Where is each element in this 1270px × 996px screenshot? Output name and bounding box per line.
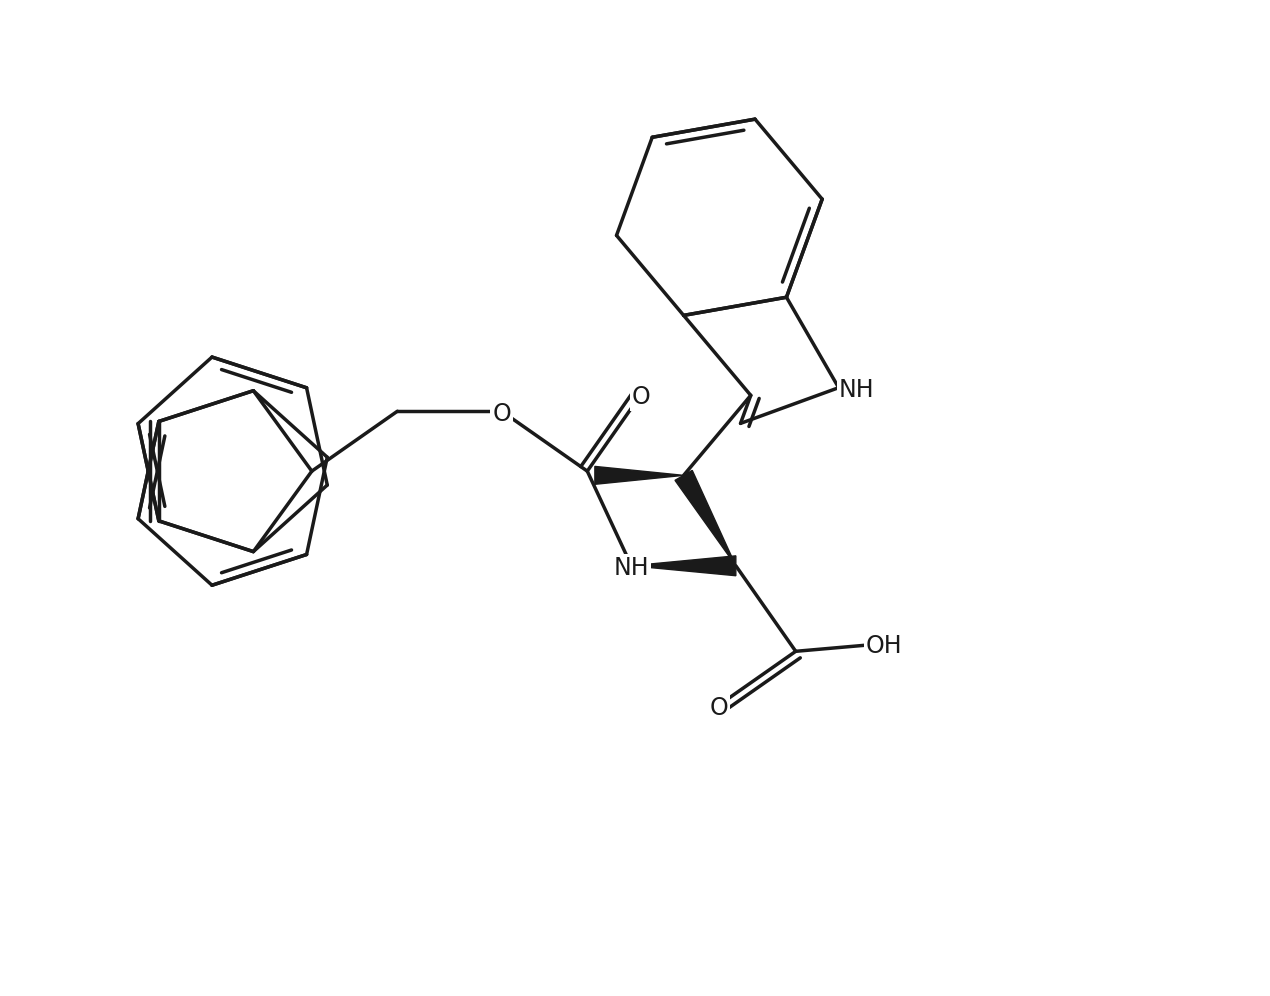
Text: O: O xyxy=(631,384,650,408)
Polygon shape xyxy=(676,470,735,566)
Text: NH: NH xyxy=(613,557,649,581)
Polygon shape xyxy=(594,466,683,484)
Text: NH: NH xyxy=(838,378,874,402)
Text: OH: OH xyxy=(866,634,903,658)
Polygon shape xyxy=(631,556,735,576)
Text: O: O xyxy=(710,696,728,720)
Text: O: O xyxy=(493,401,511,425)
